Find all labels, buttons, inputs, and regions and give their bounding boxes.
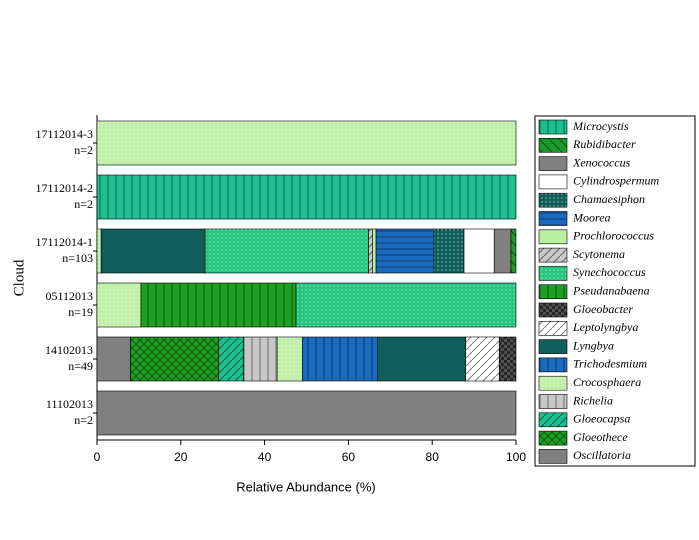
bar — [96, 228, 102, 274]
legend-swatch-pattern — [539, 211, 567, 226]
legend-swatch-pattern — [539, 266, 567, 281]
legend-swatch-pattern — [539, 193, 567, 208]
bar — [368, 228, 374, 274]
legend-label: Oscillatoria — [573, 448, 631, 462]
bar — [377, 336, 467, 382]
legend-label: Cylindrospermum — [573, 174, 660, 188]
legend-swatch — [538, 156, 568, 171]
bar — [510, 228, 517, 274]
legend-swatch-pattern — [539, 284, 567, 299]
bar — [493, 228, 512, 274]
x-axis-label: Relative Abundance (%) — [236, 479, 375, 494]
legend-label: Lyngbya — [572, 338, 614, 352]
legend-swatch-pattern — [539, 120, 567, 134]
y-tick-label: 11102013 — [46, 397, 93, 411]
bar — [375, 228, 435, 274]
y-tick-label: n=19 — [68, 305, 93, 319]
bar — [96, 120, 517, 166]
legend-swatch — [538, 449, 568, 464]
y-tick-label: n=103 — [62, 251, 93, 265]
legend-swatch-pattern — [539, 394, 567, 409]
legend-label: Richelia — [572, 393, 613, 407]
bar — [302, 336, 379, 382]
legend-label: Leptolyngbya — [572, 320, 638, 334]
legend-swatch-pattern — [539, 138, 567, 153]
bar — [96, 390, 517, 436]
y-tick-label: n=2 — [74, 413, 93, 427]
bar — [243, 336, 278, 382]
x-tick-label: 60 — [342, 450, 356, 464]
bar — [140, 282, 297, 328]
legend-label: Moorea — [572, 210, 611, 224]
y-axis-label: Cloud — [11, 259, 27, 296]
legend-label: Rubidibacter — [572, 137, 636, 151]
legend-label: Chamaesiphon — [573, 192, 645, 206]
legend-label: Microcystis — [572, 119, 629, 133]
y-tick-label: 05112013 — [45, 289, 93, 303]
legend-swatch — [538, 174, 568, 190]
legend-label: Pseudanabaena — [572, 283, 650, 297]
y-tick-label: 17112014-2 — [35, 181, 93, 195]
x-tick-label: 80 — [426, 450, 440, 464]
bar — [130, 336, 219, 382]
bar — [96, 336, 131, 382]
legend-label: Crocosphaera — [573, 375, 641, 389]
bar — [295, 282, 517, 328]
y-tick-label: 14102013 — [45, 343, 93, 357]
x-tick-label: 20 — [174, 450, 188, 464]
legend-swatch — [538, 339, 568, 354]
bar — [498, 336, 517, 382]
bar — [204, 228, 369, 274]
bar — [276, 336, 303, 382]
bar — [96, 174, 517, 220]
legend-label: Gloeobacter — [573, 302, 633, 316]
bar — [433, 228, 465, 274]
y-tick-label: n=2 — [74, 197, 93, 211]
legend-label: Xenococcus — [572, 155, 631, 169]
legend-label: Scytonema — [573, 247, 625, 261]
legend-swatch-pattern — [539, 376, 567, 391]
legend-swatch-pattern — [539, 357, 567, 372]
bar — [96, 282, 142, 328]
y-tick-label: 17112014-1 — [35, 235, 93, 249]
legend-swatch — [538, 229, 568, 245]
y-tick-label: n=2 — [74, 143, 93, 157]
legend-swatch-pattern — [539, 303, 567, 317]
x-tick-label: 100 — [506, 450, 526, 464]
legend-swatch-pattern — [539, 412, 567, 427]
bar — [372, 228, 377, 274]
legend-label: Gloeothece — [573, 430, 628, 444]
legend-label: Trichodesmium — [573, 357, 647, 371]
legend-swatch-pattern — [539, 431, 567, 446]
bar — [465, 336, 500, 382]
x-tick-label: 40 — [258, 450, 272, 464]
legend-swatch-pattern — [539, 321, 567, 336]
legend-label: Prochlorococcus — [572, 229, 654, 243]
bar — [463, 228, 495, 274]
y-tick-label: n=49 — [68, 359, 93, 373]
bar — [218, 336, 244, 382]
legend-label: Synechococcus — [573, 265, 646, 279]
y-tick-label: 17112014-3 — [35, 127, 93, 141]
legend-label: Gloeocapsa — [573, 412, 630, 426]
legend-box — [534, 115, 696, 467]
legend-swatch-pattern — [539, 248, 567, 263]
bar — [100, 228, 206, 274]
x-tick-label: 0 — [94, 450, 101, 464]
